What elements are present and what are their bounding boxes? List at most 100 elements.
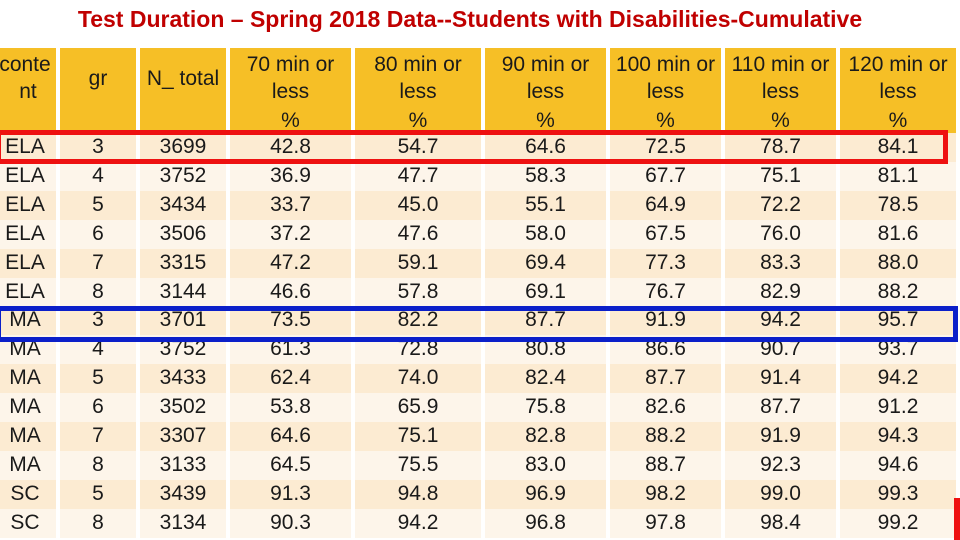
header-content: conte nt xyxy=(0,48,60,108)
table-cell: 3144 xyxy=(140,277,230,307)
table-cell: 5 xyxy=(60,364,140,394)
table-cell: 75.5 xyxy=(355,450,485,480)
table-cell: 94.2 xyxy=(725,306,840,336)
table-cell: ELA xyxy=(0,219,60,249)
header-n-total: N_ total xyxy=(140,48,230,108)
table-cell: 3433 xyxy=(140,364,230,394)
table-cell: 72.5 xyxy=(610,133,725,162)
table-cell: 96.8 xyxy=(485,508,610,538)
unit-cell: % xyxy=(610,108,725,133)
header-80-min: 80 min or less xyxy=(355,48,485,108)
table-cell: 91.4 xyxy=(725,364,840,394)
table-cell: 94.3 xyxy=(840,422,960,451)
table-cell: 6 xyxy=(60,393,140,423)
table-cell: 72.2 xyxy=(725,190,840,220)
table-row: SC 5 3439 91.3 94.8 96.9 98.2 99.0 99.3 xyxy=(0,479,960,509)
table-row: MA 8 3133 64.5 75.5 83.0 88.7 92.3 94.6 xyxy=(0,450,960,480)
table-cell: 78.7 xyxy=(725,133,840,162)
table-row: MA 3 3701 73.5 82.2 87.7 91.9 94.2 95.7 xyxy=(0,306,960,336)
table-cell: 3752 xyxy=(140,335,230,365)
table-row: MA 5 3433 62.4 74.0 82.4 87.7 91.4 94.2 xyxy=(0,364,960,394)
table-cell: 95.7 xyxy=(840,306,960,336)
table-cell: 3434 xyxy=(140,190,230,220)
header-row: conte nt gr N_ total 70 min or less 80 m… xyxy=(0,48,960,108)
table-cell: 93.7 xyxy=(840,335,960,365)
table-cell: 47.6 xyxy=(355,219,485,249)
table-cell: 91.3 xyxy=(230,479,355,509)
table-cell: 33.7 xyxy=(230,190,355,220)
table-cell: 3 xyxy=(60,306,140,336)
table-cell: 3701 xyxy=(140,306,230,336)
table-cell: MA xyxy=(0,450,60,480)
header-120-min: 120 min or less xyxy=(840,48,960,108)
table-row: SC 8 3134 90.3 94.2 96.8 97.8 98.4 99.2 xyxy=(0,508,960,538)
table-cell: 91.2 xyxy=(840,393,960,423)
table-cell: 58.0 xyxy=(485,219,610,249)
unit-row: % % % % % % xyxy=(0,108,960,133)
table-cell: 3134 xyxy=(140,508,230,538)
table-cell: 58.3 xyxy=(485,161,610,191)
unit-cell: % xyxy=(485,108,610,133)
table-cell: MA xyxy=(0,306,60,336)
table-cell: 3315 xyxy=(140,248,230,278)
table-cell: 62.4 xyxy=(230,364,355,394)
table-cell: SC xyxy=(0,508,60,538)
table-cell: 82.6 xyxy=(610,393,725,423)
table-cell: 3439 xyxy=(140,479,230,509)
table-cell: 81.1 xyxy=(840,161,960,191)
table-cell: 3133 xyxy=(140,450,230,480)
table-cell: 86.6 xyxy=(610,335,725,365)
table-cell: 83.3 xyxy=(725,248,840,278)
table-cell: 91.9 xyxy=(610,306,725,336)
table-cell: 5 xyxy=(60,190,140,220)
table-row: MA 4 3752 61.3 72.8 80.8 86.6 90.7 93.7 xyxy=(0,335,960,365)
table-cell: 3699 xyxy=(140,133,230,162)
table-cell: 37.2 xyxy=(230,219,355,249)
table-cell: MA xyxy=(0,393,60,423)
table-row: ELA 5 3434 33.7 45.0 55.1 64.9 72.2 78.5 xyxy=(0,190,960,220)
table-cell: 87.7 xyxy=(485,306,610,336)
edge-marker xyxy=(954,498,960,540)
table-cell: 98.4 xyxy=(725,508,840,538)
table-cell: 69.4 xyxy=(485,248,610,278)
table-cell: 76.7 xyxy=(610,277,725,307)
table-cell: 96.9 xyxy=(485,479,610,509)
table-cell: 72.8 xyxy=(355,335,485,365)
table-cell: 7 xyxy=(60,248,140,278)
table-cell: 73.5 xyxy=(230,306,355,336)
table-cell: 78.5 xyxy=(840,190,960,220)
header-grade: gr xyxy=(60,48,140,108)
table-cell: 8 xyxy=(60,450,140,480)
table-cell: 54.7 xyxy=(355,133,485,162)
table-cell: 98.2 xyxy=(610,479,725,509)
unit-cell: % xyxy=(355,108,485,133)
table-cell: 5 xyxy=(60,479,140,509)
table-row: MA 7 3307 64.6 75.1 82.8 88.2 91.9 94.3 xyxy=(0,422,960,451)
unit-cell xyxy=(0,108,60,133)
table-cell: 4 xyxy=(60,335,140,365)
table-cell: 87.7 xyxy=(725,393,840,423)
table-cell: MA xyxy=(0,335,60,365)
header-70-min: 70 min or less xyxy=(230,48,355,108)
table-cell: 88.2 xyxy=(610,422,725,451)
table-cell: 84.1 xyxy=(840,133,960,162)
table-cell: 94.2 xyxy=(840,364,960,394)
table-cell: ELA xyxy=(0,277,60,307)
table-cell: MA xyxy=(0,364,60,394)
table-cell: 88.0 xyxy=(840,248,960,278)
table-cell: 67.7 xyxy=(610,161,725,191)
table-cell: 90.3 xyxy=(230,508,355,538)
table-cell: 47.2 xyxy=(230,248,355,278)
table-cell: ELA xyxy=(0,248,60,278)
table-cell: ELA xyxy=(0,133,60,162)
table-cell: 80.8 xyxy=(485,335,610,365)
unit-cell xyxy=(140,108,230,133)
table-cell: 53.8 xyxy=(230,393,355,423)
table-cell: 3 xyxy=(60,133,140,162)
table-cell: 47.7 xyxy=(355,161,485,191)
header-90-min: 90 min or less xyxy=(485,48,610,108)
table-cell: 36.9 xyxy=(230,161,355,191)
table-cell: 45.0 xyxy=(355,190,485,220)
table-row: ELA 6 3506 37.2 47.6 58.0 67.5 76.0 81.6 xyxy=(0,219,960,249)
table-cell: 82.2 xyxy=(355,306,485,336)
